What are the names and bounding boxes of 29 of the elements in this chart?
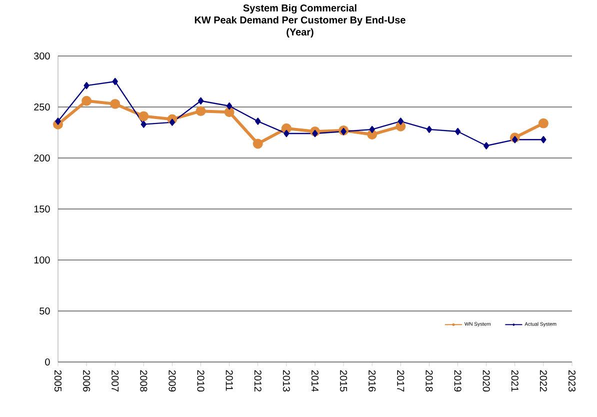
y-tick-label: 100 [34,256,50,264]
x-tick-label: 2015 [340,370,348,392]
chart-title: System Big Commercial [243,4,356,14]
text: (Year) [286,28,314,38]
y-tick-label: 300 [34,52,50,60]
x-tick-label: 2022 [540,370,547,392]
x-tick-label: 2006 [83,370,90,392]
x-tick-label: 2008 [140,370,148,392]
x-tick-label: 2020 [482,370,490,392]
x-tick-label: 2005 [54,370,62,392]
y-tick-label: 0 [45,358,50,366]
x-tick-label: 2021 [511,370,518,392]
x-tick-label: 2013 [282,370,290,392]
x-tick-label: 2016 [368,370,376,392]
x-tick-label: 2018 [426,370,433,392]
y-tick-label: 250 [34,103,50,111]
y-tick-label: 200 [34,154,50,162]
x-tick-label: 2009 [168,370,176,392]
x-tick-label: 2019 [454,370,462,392]
x-tick-label: 2023 [568,370,576,392]
x-tick-label: 2014 [311,370,319,392]
y-tick-label: 50 [40,307,50,315]
x-tick-label: 2011 [226,370,233,391]
x-tick-label: 2012 [254,370,262,392]
y-tick-label: 150 [34,205,50,213]
chart-subtitle: KW Peak Demand Per Customer By End-Use [194,16,406,26]
x-tick-label: 2010 [197,370,204,392]
x-tick-label: 2017 [397,370,404,392]
x-tick-label: 2007 [112,370,119,392]
